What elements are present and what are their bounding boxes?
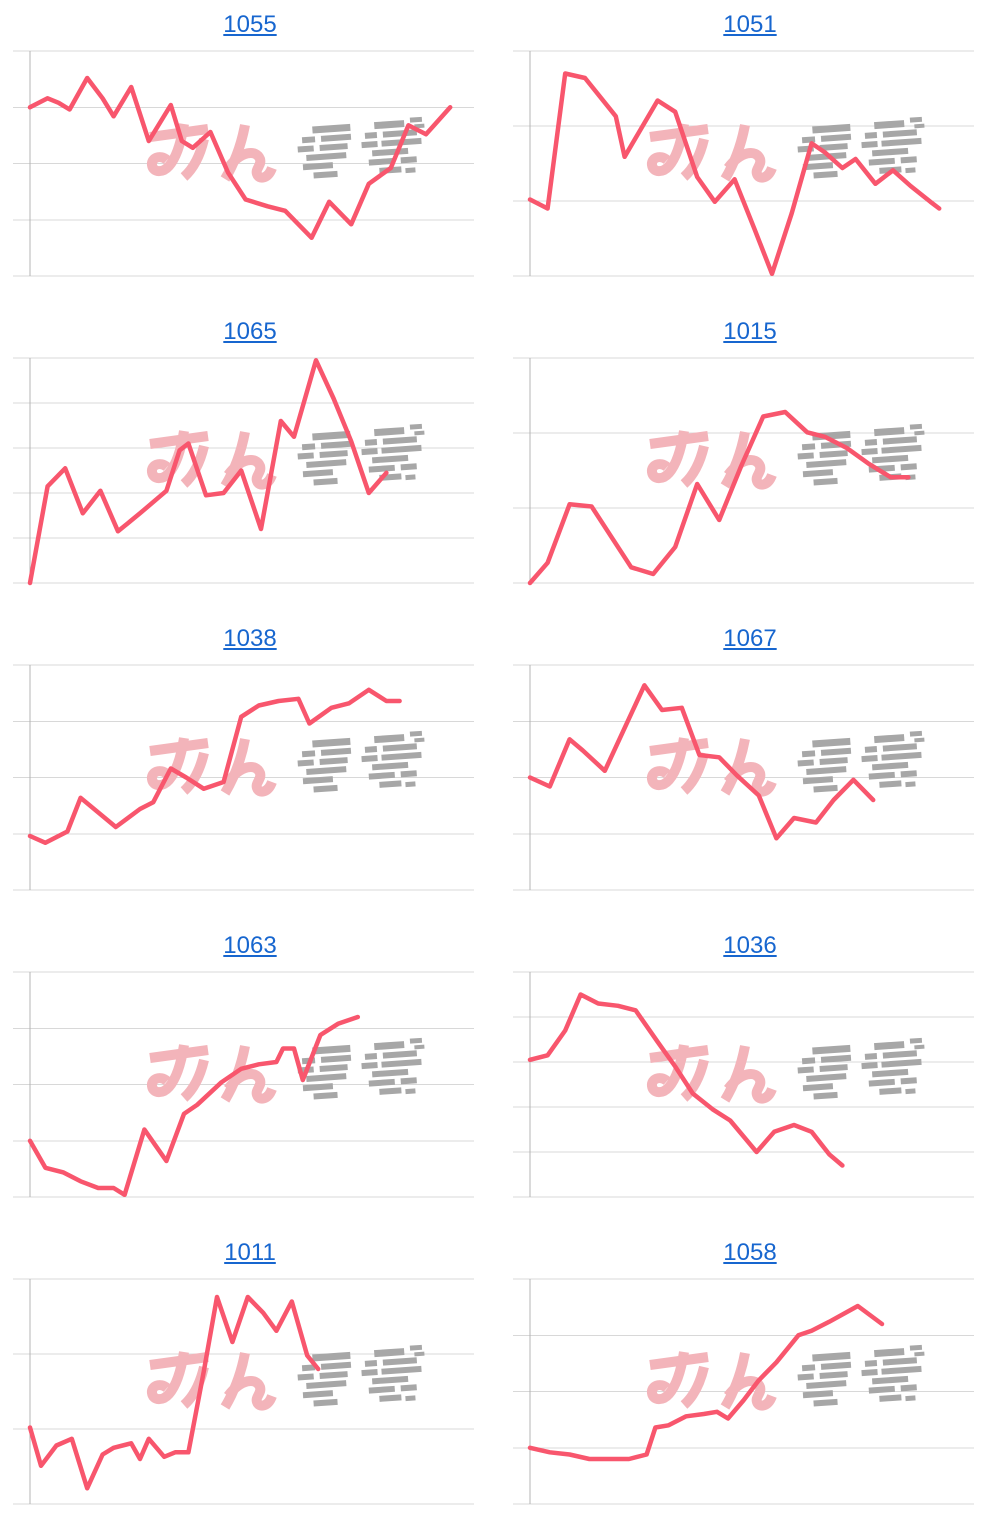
chart-plot — [513, 357, 974, 586]
chart-plot — [13, 50, 474, 277]
chart-title-link[interactable]: 1011 — [224, 1239, 276, 1266]
chart-plot — [13, 357, 474, 586]
chart-card: 1067 — [500, 614, 1000, 921]
chart-card: 1038 — [0, 614, 500, 921]
series-line — [27, 687, 402, 846]
series-line — [527, 409, 911, 586]
series-line — [27, 75, 453, 241]
chart-plot — [13, 664, 474, 891]
chart-plot — [513, 1278, 974, 1505]
chart-title-link[interactable]: 1065 — [223, 318, 277, 345]
chart-title-link[interactable]: 1036 — [723, 932, 777, 959]
chart-card: 1063 — [0, 921, 500, 1228]
watermark — [150, 731, 428, 795]
chart-card: 1055 — [0, 0, 500, 307]
series-line — [527, 992, 845, 1168]
chart-plot — [13, 1278, 474, 1505]
chart-title-link[interactable]: 1058 — [723, 1239, 777, 1266]
series-line — [27, 1014, 361, 1198]
chart-title-link[interactable]: 1063 — [223, 932, 277, 959]
series-line — [527, 71, 942, 277]
chart-plot — [13, 971, 474, 1198]
chart-title-link[interactable]: 1055 — [223, 11, 277, 38]
chart-card: 1058 — [500, 1228, 1000, 1535]
chart-plot — [513, 50, 974, 277]
chart-title-link[interactable]: 1038 — [223, 625, 277, 652]
chart-card: 1015 — [500, 307, 1000, 614]
chart-title-link[interactable]: 1051 — [723, 11, 777, 38]
watermark — [650, 1345, 928, 1409]
chart-card: 1065 — [0, 307, 500, 614]
chart-title-link[interactable]: 1015 — [723, 318, 777, 345]
chart-card: 1036 — [500, 921, 1000, 1228]
chart-card: 1011 — [0, 1228, 500, 1535]
series-line — [27, 1294, 321, 1491]
chart-plot — [513, 664, 974, 891]
chart-plot — [513, 971, 974, 1198]
series-line — [527, 1303, 885, 1462]
series-line — [27, 358, 389, 586]
series-line — [527, 683, 876, 841]
chart-card: 1051 — [500, 0, 1000, 307]
chart-title-link[interactable]: 1067 — [723, 625, 777, 652]
